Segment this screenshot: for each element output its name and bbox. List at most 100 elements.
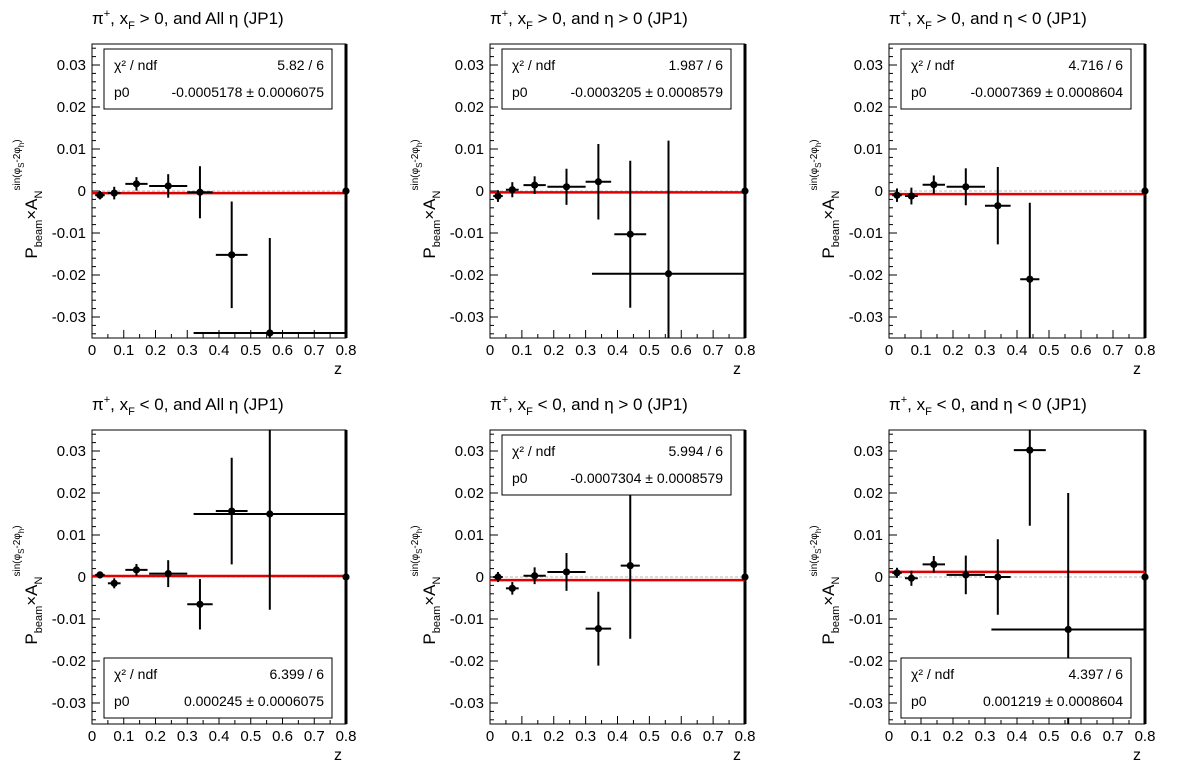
chi-value: 4.397 / 6 (1069, 666, 1124, 682)
stats-box: χ² / ndf 6.399 / 6 p0 0.000245 ± 0.0006075 (103, 657, 333, 719)
x-tick-label: 0.4 (1007, 728, 1028, 745)
stats-frame (900, 48, 1132, 110)
data-point (493, 571, 503, 583)
y-tick-label: 0.01 (57, 527, 86, 544)
marker (562, 183, 571, 191)
marker (594, 625, 602, 633)
chi-label: χ² / ndf (911, 666, 954, 682)
chi-value: 5.994 / 6 (669, 443, 724, 459)
marker (196, 188, 204, 196)
data-point (547, 553, 586, 591)
data-point (905, 187, 918, 205)
y-axis-label: Pbeam×ANsin(φS-2φh) (410, 525, 443, 644)
data-point (1020, 202, 1040, 338)
y-tick-label: 0.03 (854, 57, 883, 74)
y-tick-label: 0 (875, 183, 883, 200)
x-tick-label: 0.4 (209, 728, 230, 745)
y-axis-label: Pbeam×ANsin(φS-2φh) (12, 525, 45, 644)
y-tick-label: 0.01 (854, 141, 883, 158)
x-tick-label: 0.1 (113, 342, 134, 359)
x-tick-label: 0.7 (304, 342, 325, 359)
y-tick-label: -0.01 (450, 611, 484, 628)
p0-label: p0 (114, 84, 130, 100)
data-point (193, 430, 346, 610)
marker (531, 181, 539, 189)
y-tick-label: -0.03 (450, 309, 484, 326)
data-point (585, 591, 612, 666)
marker (962, 571, 970, 579)
marker (228, 507, 236, 515)
x-tick-label: 0.5 (1039, 342, 1060, 359)
x-tick-label: 0.8 (735, 728, 756, 745)
stats-box: χ² / ndf 5.82 / 6 p0 -0.0005178 ± 0.0006075 (103, 48, 333, 110)
marker (626, 562, 634, 570)
data-point (892, 188, 902, 202)
stats-frame (501, 434, 732, 496)
y-tick-label: 0.02 (854, 485, 883, 502)
panel-title: π+, xF < 0, and All η (JP1) (92, 394, 284, 418)
marker (962, 183, 970, 191)
x-tick-label: 0.5 (240, 342, 261, 359)
data-point (892, 567, 902, 578)
x-tick-label: 0.8 (1135, 342, 1156, 359)
x-tick-label: 0.1 (511, 728, 532, 745)
marker (1141, 573, 1149, 581)
marker (342, 187, 350, 195)
data-point (187, 579, 213, 630)
data-point (922, 556, 945, 573)
y-tick-label: -0.02 (52, 653, 86, 670)
y-axis-label: Pbeam×ANsin(φS-2φh) (809, 139, 842, 258)
data-point (592, 140, 745, 338)
x-tick-label: 0 (88, 728, 96, 745)
x-tick-label: 0.8 (735, 342, 756, 359)
x-tick-label: 0.7 (1103, 342, 1124, 359)
marker (1141, 187, 1149, 195)
y-tick-label: -0.03 (450, 695, 484, 712)
chi-label: χ² / ndf (512, 57, 555, 73)
x-tick-label: 0.2 (943, 342, 964, 359)
marker (342, 573, 350, 581)
chi-value: 5.82 / 6 (277, 57, 324, 73)
marker (664, 270, 673, 278)
y-tick-label: -0.01 (52, 611, 86, 628)
x-tick-label: 0.7 (703, 342, 724, 359)
x-tick-label: 0.2 (943, 728, 964, 745)
marker (907, 574, 916, 582)
stats-box: χ² / ndf 5.994 / 6 p0 -0.0007304 ± 0.000857… (501, 434, 732, 496)
y-tick-label: -0.01 (52, 225, 86, 242)
x-tick-label: 0.7 (1103, 728, 1124, 745)
chi-value: 1.987 / 6 (669, 57, 724, 73)
marker (741, 573, 749, 581)
chi-label: χ² / ndf (114, 57, 157, 73)
x-axis-label: z (334, 747, 342, 764)
x-tick-label: 0.5 (240, 728, 261, 745)
data-point (523, 567, 546, 585)
y-tick-label: -0.02 (52, 267, 86, 284)
stats-box: χ² / ndf 4.397 / 6 p0 0.001219 ± 0.0008604 (900, 657, 1132, 719)
x-axis-label: z (1133, 747, 1141, 764)
y-tick-label: 0 (476, 183, 484, 200)
chi-label: χ² / ndf (911, 57, 954, 73)
data-point (149, 560, 188, 588)
y-tick-label: 0 (78, 183, 86, 200)
x-tick-label: 0.4 (607, 728, 628, 745)
data-point (193, 238, 346, 338)
marker (96, 571, 104, 579)
x-axis-label: z (334, 361, 342, 378)
x-tick-label: 0.1 (911, 728, 932, 745)
p0-value: -0.0007304 ± 0.0008579 (571, 470, 724, 486)
p0-value: -0.0003205 ± 0.0008579 (571, 84, 724, 100)
marker (893, 569, 901, 577)
x-tick-label: 0.7 (304, 728, 325, 745)
marker (508, 584, 516, 592)
y-tick-label: 0.03 (57, 57, 86, 74)
panel-title: π+, xF > 0, and η > 0 (JP1) (490, 8, 688, 32)
x-tick-label: 0.3 (177, 342, 198, 359)
data-point (985, 167, 1011, 245)
x-tick-label: 0.1 (113, 728, 134, 745)
marker (994, 202, 1002, 210)
y-tick-label: 0.02 (455, 99, 484, 116)
p0-label: p0 (911, 84, 927, 100)
data-point (493, 190, 503, 202)
